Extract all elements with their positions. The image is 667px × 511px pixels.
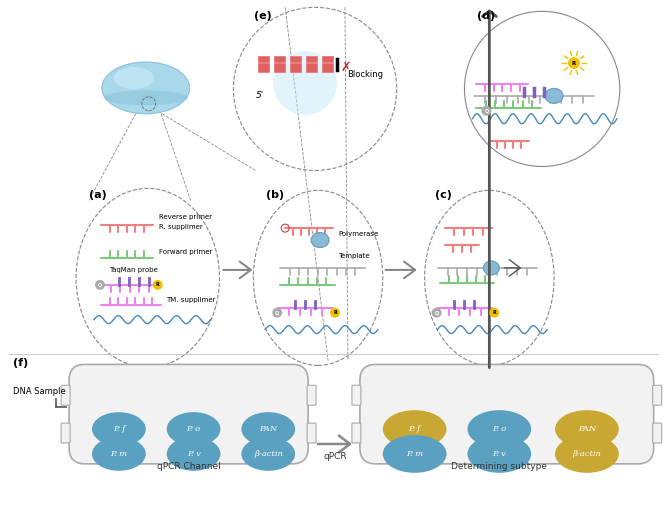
FancyBboxPatch shape <box>61 385 70 405</box>
Text: β-actin: β-actin <box>572 450 602 458</box>
FancyBboxPatch shape <box>352 385 361 405</box>
Text: R. supplimer: R. supplimer <box>159 224 203 230</box>
Text: (d): (d) <box>478 11 496 21</box>
Ellipse shape <box>253 191 383 365</box>
Circle shape <box>273 51 337 115</box>
Text: P. o: P. o <box>492 425 506 433</box>
Ellipse shape <box>92 412 146 446</box>
Ellipse shape <box>555 435 619 473</box>
Text: R: R <box>572 60 576 65</box>
FancyBboxPatch shape <box>307 423 316 443</box>
Circle shape <box>490 308 500 318</box>
FancyBboxPatch shape <box>653 385 662 405</box>
Ellipse shape <box>102 62 189 114</box>
Ellipse shape <box>241 412 295 446</box>
Text: Q: Q <box>98 283 102 287</box>
Ellipse shape <box>167 412 221 446</box>
Bar <box>258 63 270 73</box>
Circle shape <box>95 280 105 290</box>
Text: Reverse primer: Reverse primer <box>159 214 212 220</box>
Bar <box>306 56 318 66</box>
Ellipse shape <box>76 189 219 367</box>
Ellipse shape <box>114 67 154 89</box>
Circle shape <box>482 106 492 116</box>
Ellipse shape <box>464 11 620 167</box>
Text: Polymerase: Polymerase <box>338 231 378 237</box>
FancyBboxPatch shape <box>360 364 654 464</box>
Text: qPCR: qPCR <box>323 452 347 461</box>
Text: DNA Sample: DNA Sample <box>13 387 66 396</box>
Circle shape <box>432 308 442 318</box>
FancyBboxPatch shape <box>61 423 70 443</box>
Circle shape <box>568 57 580 69</box>
Ellipse shape <box>92 437 146 471</box>
Ellipse shape <box>233 7 397 171</box>
Text: P. v: P. v <box>187 450 201 458</box>
Bar <box>274 56 286 66</box>
Text: (b): (b) <box>266 190 284 200</box>
Text: (c): (c) <box>435 190 452 200</box>
FancyBboxPatch shape <box>307 385 316 405</box>
FancyBboxPatch shape <box>352 423 361 443</box>
Text: TM. supplimer: TM. supplimer <box>165 297 215 303</box>
Ellipse shape <box>241 437 295 471</box>
Text: qPCR Channel: qPCR Channel <box>157 462 221 471</box>
Text: P. f: P. f <box>408 425 421 433</box>
Circle shape <box>330 308 340 318</box>
FancyBboxPatch shape <box>69 364 308 464</box>
Ellipse shape <box>555 410 619 448</box>
Text: R: R <box>156 283 159 287</box>
Ellipse shape <box>468 410 531 448</box>
Text: Determining subtype: Determining subtype <box>452 462 548 471</box>
Text: Forward primer: Forward primer <box>159 249 212 255</box>
Text: Template: Template <box>338 253 370 259</box>
Text: Q: Q <box>434 310 439 315</box>
Text: Blocking: Blocking <box>347 70 383 79</box>
Text: P. v: P. v <box>492 450 506 458</box>
Ellipse shape <box>383 410 446 448</box>
Text: R: R <box>492 310 496 315</box>
Text: (f): (f) <box>13 358 29 368</box>
FancyBboxPatch shape <box>653 423 662 443</box>
Circle shape <box>272 308 282 318</box>
Text: (a): (a) <box>89 190 107 200</box>
Text: (e): (e) <box>254 11 272 21</box>
Text: P. m: P. m <box>406 450 424 458</box>
Ellipse shape <box>425 191 554 365</box>
Circle shape <box>153 280 163 290</box>
Bar <box>306 63 318 73</box>
Text: P. o: P. o <box>187 425 201 433</box>
Bar <box>290 63 302 73</box>
Text: R: R <box>333 310 337 315</box>
Text: P. f: P. f <box>113 425 125 433</box>
Ellipse shape <box>383 435 446 473</box>
Bar <box>274 63 286 73</box>
Ellipse shape <box>484 261 500 275</box>
Text: Q: Q <box>275 310 279 315</box>
Ellipse shape <box>103 90 188 105</box>
Text: PAN: PAN <box>259 425 277 433</box>
Bar <box>258 56 270 66</box>
Ellipse shape <box>167 437 221 471</box>
Ellipse shape <box>468 435 531 473</box>
Bar <box>322 63 334 73</box>
Ellipse shape <box>545 88 563 103</box>
Text: ✗: ✗ <box>341 61 352 74</box>
Bar <box>322 56 334 66</box>
Text: 5': 5' <box>255 91 263 100</box>
Text: TaqMan probe: TaqMan probe <box>109 267 157 273</box>
Text: PAN: PAN <box>578 425 596 433</box>
Text: β-actin: β-actin <box>254 450 283 458</box>
Ellipse shape <box>311 233 329 247</box>
Text: P. m: P. m <box>110 450 127 458</box>
Bar <box>290 56 302 66</box>
Text: Q: Q <box>484 108 488 113</box>
